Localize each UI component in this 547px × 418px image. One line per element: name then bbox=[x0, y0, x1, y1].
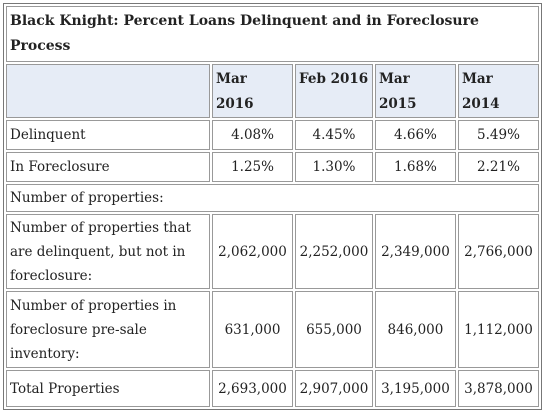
cell-value: 1.30% bbox=[295, 152, 373, 182]
cell-value: 1.25% bbox=[212, 152, 294, 182]
row-label: In Foreclosure bbox=[6, 152, 210, 182]
column-header: Feb 2016 bbox=[295, 64, 373, 118]
row-label: Number of properties in foreclosure pre-… bbox=[6, 291, 210, 368]
cell-value: 2,766,000 bbox=[457, 214, 539, 289]
cell-value: 4.45% bbox=[295, 120, 373, 150]
cell-value: 3,878,000 bbox=[457, 370, 539, 407]
table-row: Number of properties in foreclosure pre-… bbox=[6, 291, 539, 368]
cell-value: 2,062,000 bbox=[212, 214, 294, 289]
column-header: Mar 2016 bbox=[212, 64, 294, 118]
cell-value: 2,907,000 bbox=[295, 370, 373, 407]
cell-value: 655,000 bbox=[295, 291, 373, 368]
table-row: Total Properties 2,693,000 2,907,000 3,195,… bbox=[6, 370, 539, 407]
data-table: Black Knight: Percent Loans Delinquent a… bbox=[3, 3, 542, 410]
row-label: Number of properties that are delinquent… bbox=[6, 214, 210, 289]
cell-value: 1.68% bbox=[374, 152, 456, 182]
column-header: Mar 2014 bbox=[457, 64, 539, 118]
row-label: Delinquent bbox=[6, 120, 210, 150]
cell-value: 1,112,000 bbox=[457, 291, 539, 368]
table-row: Delinquent 4.08% 4.45% 4.66% 5.49% bbox=[6, 120, 539, 150]
header-blank bbox=[6, 64, 210, 118]
column-header: Mar 2015 bbox=[374, 64, 456, 118]
cell-value: 2,693,000 bbox=[212, 370, 294, 407]
cell-value: 631,000 bbox=[212, 291, 294, 368]
cell-value: 2,252,000 bbox=[295, 214, 373, 289]
title-row: Black Knight: Percent Loans Delinquent a… bbox=[6, 6, 539, 62]
table-row: In Foreclosure 1.25% 1.30% 1.68% 2.21% bbox=[6, 152, 539, 182]
cell-value: 5.49% bbox=[457, 120, 539, 150]
cell-value: 4.08% bbox=[212, 120, 294, 150]
section-label: Number of properties: bbox=[6, 184, 539, 212]
table-title: Black Knight: Percent Loans Delinquent a… bbox=[6, 6, 539, 62]
cell-value: 2,349,000 bbox=[374, 214, 456, 289]
table-row: Number of properties: bbox=[6, 184, 539, 212]
table-row: Number of properties that are delinquent… bbox=[6, 214, 539, 289]
cell-value: 846,000 bbox=[374, 291, 456, 368]
cell-value: 3,195,000 bbox=[374, 370, 456, 407]
cell-value: 4.66% bbox=[374, 120, 456, 150]
row-label: Total Properties bbox=[6, 370, 210, 407]
cell-value: 2.21% bbox=[457, 152, 539, 182]
header-row: Mar 2016 Feb 2016 Mar 2015 Mar 2014 bbox=[6, 64, 539, 118]
